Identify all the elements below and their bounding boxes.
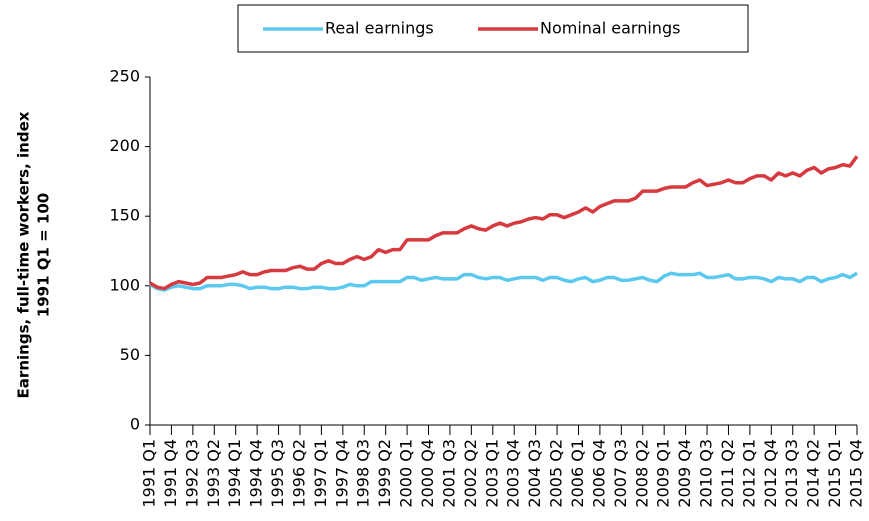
y-axis-title-line: Earnings, full-time workers, index bbox=[15, 111, 33, 398]
data-line bbox=[149, 155, 859, 291]
x-tick-label: 1994 Q1 bbox=[225, 439, 244, 508]
legend-label: Nominal earnings bbox=[540, 19, 680, 38]
x-tick-label: 2014 Q2 bbox=[804, 439, 823, 508]
y-tick-label: 250 bbox=[109, 67, 140, 86]
x-tick-label: 1991 Q4 bbox=[161, 439, 180, 508]
x-tick-label: 2011 Q2 bbox=[718, 439, 737, 508]
y-axis-title-line: 1991 Q1 = 100 bbox=[35, 193, 53, 317]
x-tick-label: 2003 Q1 bbox=[482, 439, 501, 508]
x-tick-label: 2007 Q3 bbox=[611, 439, 630, 508]
x-tick-label: 2010 Q3 bbox=[697, 439, 716, 508]
x-tick-label: 1998 Q3 bbox=[354, 439, 373, 508]
x-tick-label: 2009 Q4 bbox=[675, 439, 694, 508]
y-tick-label: 0 bbox=[130, 415, 140, 434]
y-tick-label: 100 bbox=[109, 275, 140, 294]
x-tick-label: 1996 Q2 bbox=[289, 439, 308, 508]
x-tick-label: 1991 Q1 bbox=[140, 439, 159, 508]
x-tick-label: 2013 Q3 bbox=[782, 439, 801, 508]
x-tick-label: 2012 Q4 bbox=[761, 439, 780, 508]
x-tick-label: 1993 Q2 bbox=[204, 439, 223, 508]
x-tick-label: 1992 Q3 bbox=[182, 439, 201, 508]
y-tick-label: 200 bbox=[109, 136, 140, 155]
x-tick-label: 1994 Q4 bbox=[247, 439, 266, 508]
x-tick-label: 2006 Q1 bbox=[568, 439, 587, 508]
y-axis-title: Earnings, full-time workers, index 1991 … bbox=[15, 111, 53, 398]
x-tick-label: 2009 Q1 bbox=[654, 439, 673, 508]
y-tick-label: 50 bbox=[120, 345, 140, 364]
x-tick-label: 2002 Q2 bbox=[461, 439, 480, 508]
data-line bbox=[149, 271, 858, 292]
x-tick-label: 2000 Q1 bbox=[397, 439, 416, 508]
y-tick-label: 150 bbox=[109, 206, 140, 225]
x-tick-label: 1995 Q3 bbox=[268, 439, 287, 508]
x-tick-label: 2015 Q4 bbox=[847, 439, 866, 508]
x-tick-label: 1997 Q4 bbox=[332, 439, 351, 508]
x-tick-label: 2015 Q1 bbox=[825, 439, 844, 508]
x-tick-label: 2006 Q4 bbox=[589, 439, 608, 508]
x-tick-label: 2003 Q4 bbox=[504, 439, 523, 508]
x-tick-label: 2004 Q3 bbox=[525, 439, 544, 508]
x-tick-label: 2000 Q4 bbox=[418, 439, 437, 508]
x-tick-label: 2001 Q3 bbox=[439, 439, 458, 508]
x-tick-label: 2005 Q2 bbox=[547, 439, 566, 508]
x-tick-label: 1999 Q2 bbox=[375, 439, 394, 508]
x-tick-label: 2008 Q2 bbox=[632, 439, 651, 508]
x-tick-label: 2012 Q1 bbox=[739, 439, 758, 508]
legend-label: Real earnings bbox=[325, 19, 434, 38]
x-tick-label: 1997 Q1 bbox=[311, 439, 330, 508]
